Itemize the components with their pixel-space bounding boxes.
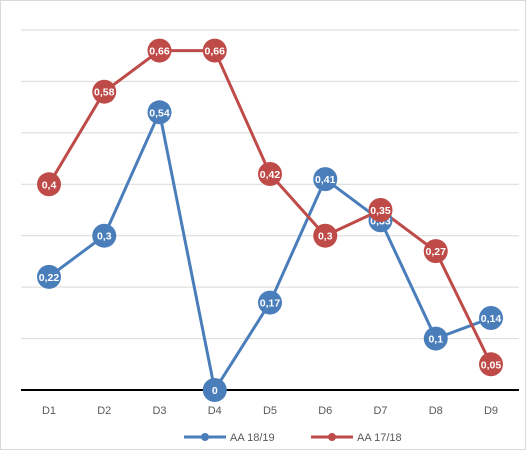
data-point: 0,58 xyxy=(92,79,117,104)
data-point: 0,35 xyxy=(368,198,393,222)
data-points: 0,220,30,5400,170,410,330,10,140,40,580,… xyxy=(37,38,503,402)
data-label: 0,3 xyxy=(97,231,112,243)
data-label: 0,42 xyxy=(260,169,281,181)
data-point: 0,05 xyxy=(479,352,503,377)
data-point: 0,3 xyxy=(92,223,117,248)
point-marker xyxy=(313,223,338,248)
data-point: 0,66 xyxy=(202,38,227,63)
point-marker xyxy=(368,198,393,222)
point-marker xyxy=(37,264,61,289)
data-label: 0,66 xyxy=(205,46,226,58)
legend-item: AA 18/19 xyxy=(184,432,275,444)
point-marker xyxy=(258,162,282,186)
data-point: 0,14 xyxy=(479,306,503,330)
data-label: 0,1 xyxy=(428,334,443,346)
x-tick-label: D4 xyxy=(208,405,222,417)
data-point: 0,41 xyxy=(313,167,338,192)
legend-item: AA 17/18 xyxy=(311,432,402,444)
point-marker xyxy=(92,79,117,104)
data-label: 0,14 xyxy=(481,313,502,325)
point-marker xyxy=(202,38,227,63)
data-label: 0,22 xyxy=(39,272,60,284)
data-point: 0,4 xyxy=(37,172,61,197)
data-label: 0,66 xyxy=(149,46,170,58)
point-marker xyxy=(313,167,338,192)
point-marker xyxy=(258,290,282,315)
point-marker xyxy=(479,306,503,330)
data-point: 0,42 xyxy=(258,162,282,186)
data-point: 0,3 xyxy=(313,223,338,248)
point-marker xyxy=(37,172,61,197)
legend-label: AA 17/18 xyxy=(357,432,402,444)
data-label: 0,27 xyxy=(426,246,447,258)
data-point: 0,54 xyxy=(147,100,172,125)
data-label: 0,17 xyxy=(260,298,281,310)
x-tick-label: D3 xyxy=(152,405,166,417)
point-marker xyxy=(423,239,448,264)
x-axis: D1 D2 D3 D4 D5 D6 D7 D8 D9 xyxy=(21,389,519,417)
point-marker xyxy=(147,100,172,125)
data-point: 0,27 xyxy=(423,239,448,264)
legend-marker xyxy=(201,433,209,441)
data-label: 0 xyxy=(212,385,218,397)
data-point: 0,1 xyxy=(423,326,448,351)
point-marker xyxy=(423,326,448,351)
data-label: 0,58 xyxy=(94,87,115,99)
data-point: 0,17 xyxy=(258,290,282,315)
point-marker xyxy=(147,38,172,63)
x-tick-label: D7 xyxy=(373,405,387,417)
point-marker xyxy=(479,352,503,377)
data-label: 0,35 xyxy=(370,205,391,217)
x-tick-label: D2 xyxy=(97,405,111,417)
data-label: 0,05 xyxy=(481,359,502,371)
x-tick-label: D8 xyxy=(429,405,443,417)
x-tick-label: D5 xyxy=(263,405,277,417)
legend: AA 18/19 AA 17/18 xyxy=(184,432,402,444)
data-label: 0,54 xyxy=(149,107,170,119)
data-point: 0 xyxy=(202,378,227,402)
x-tick-label: D6 xyxy=(318,405,332,417)
x-tick-label: D1 xyxy=(42,405,56,417)
legend-marker xyxy=(328,433,336,441)
data-label: 0,3 xyxy=(318,231,333,243)
data-point: 0,66 xyxy=(147,38,172,63)
data-label: 0,4 xyxy=(42,179,57,191)
x-tick-label: D9 xyxy=(484,405,498,417)
data-point: 0,22 xyxy=(37,264,61,289)
data-label: 0,41 xyxy=(315,174,336,186)
legend-label: AA 18/19 xyxy=(230,432,275,444)
point-marker xyxy=(92,223,117,248)
point-marker xyxy=(202,378,227,402)
